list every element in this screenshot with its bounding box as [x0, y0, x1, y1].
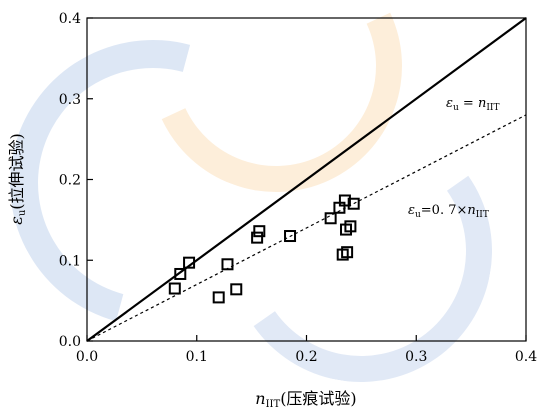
x-tick-label: 0.0 [76, 349, 98, 365]
x-tick-label: 0.2 [295, 349, 317, 365]
data-point [253, 225, 266, 238]
y-tick-label: 0.1 [59, 253, 81, 269]
data-point [338, 194, 351, 207]
data-point [230, 283, 243, 296]
y-tick-label: 0.3 [59, 92, 81, 108]
x-axis-ticks: 0.0 0.1 0.2 0.3 0.4 [76, 335, 537, 365]
data-point [347, 197, 360, 210]
x-tick-label: 0.3 [405, 349, 427, 365]
data-point [341, 246, 354, 259]
y-tick-label: 0.2 [59, 173, 81, 189]
data-point [168, 282, 181, 295]
data-point [221, 258, 234, 271]
data-point [344, 220, 357, 233]
label-0.7-slope: εu=0. 7×nIIT [408, 203, 489, 220]
data-point [251, 231, 264, 244]
reference-line-one-to-one [86, 17, 527, 342]
reference-line-0.7-slope [86, 114, 527, 342]
data-point [183, 256, 196, 269]
x-axis-title: nIIT(压痕试验) [255, 389, 356, 410]
data-point [284, 230, 297, 243]
data-points [168, 194, 360, 304]
y-axis-ticks: 0.0 0.1 0.2 0.3 0.4 [59, 11, 93, 350]
y-axis-title: εu(拉伸试验) [7, 133, 28, 225]
data-point [174, 267, 187, 280]
x-tick-label: 0.1 [186, 349, 208, 365]
data-point [324, 212, 337, 225]
label-one-to-one: εu = nIIT [446, 96, 499, 113]
data-point [212, 291, 225, 304]
y-tick-label: 0.0 [59, 334, 81, 350]
y-tick-label: 0.4 [59, 11, 81, 27]
x-tick-label: 0.4 [515, 349, 537, 365]
